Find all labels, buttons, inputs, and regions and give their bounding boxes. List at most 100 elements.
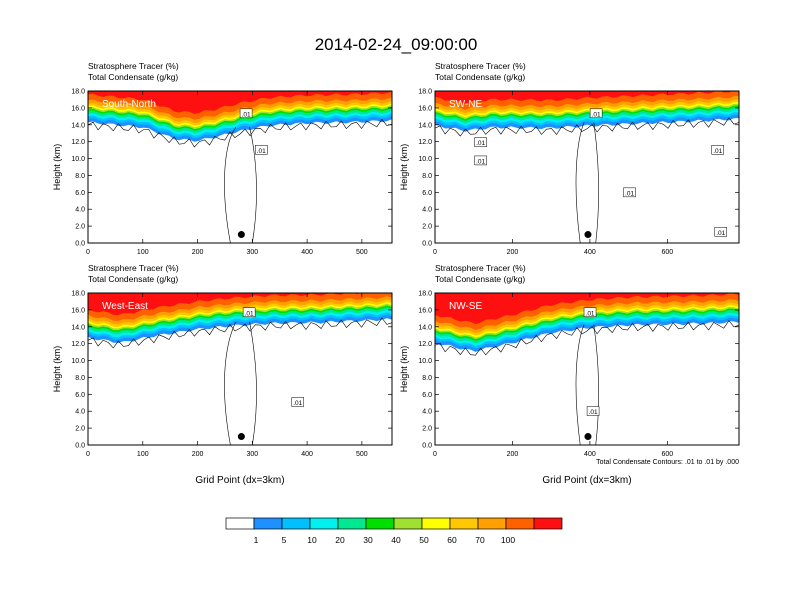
contour-label: .01 [245,310,254,317]
tracer-field [435,293,739,445]
contour-label-box [711,145,724,155]
colorbar-label: 10 [307,535,317,545]
y-tick-label: 16.0 [418,307,432,314]
condensate-contour [88,118,392,148]
x-axis-label: Grid Point (dx=3km) [542,475,631,486]
tracer-field [435,91,739,243]
plot-frame [434,292,740,446]
colorbar-swatch [449,517,479,530]
x-tick-label: 600 [662,249,674,256]
y-tick-label: 12.0 [418,139,432,146]
panel-title-line2: Total Condensate (g/kg) [88,274,178,284]
panel-west-east: .01 .01 West-East Stratosphere Tracer (%)To… [52,263,393,486]
y-tick-label: 4.0 [75,409,85,416]
colorbar-label: 50 [419,535,429,545]
y-tick-label: 10.0 [71,358,85,365]
y-tick-label: 18.0 [71,291,85,298]
contour-label: .01 [589,409,598,416]
y-tick-label: 12.0 [71,341,85,348]
location-marker [584,231,592,239]
y-tick-label: 2.0 [75,224,85,231]
contour-label: .01 [476,140,485,147]
condensate-contour [435,320,739,356]
footnote: Total Condensate Contours: .01 to .01 by… [596,459,739,466]
x-tick-label: 200 [192,451,204,458]
colorbar-swatch [365,517,395,530]
y-tick-label: 4.0 [422,409,432,416]
tracer-band [435,293,739,324]
panel-label: SW-NE [449,99,482,110]
panel-title-line2: Total Condensate (g/kg) [88,72,178,82]
plot-frame [87,292,393,446]
contour-label-box [291,397,305,407]
panel-title-line2: Total Condensate (g/kg) [435,274,525,284]
y-tick-label: 2.0 [75,426,85,433]
contour-label-box [589,108,603,119]
y-tick-label: 18.0 [418,89,432,96]
condensate-contour [575,122,599,243]
contour-label: .01 [293,400,302,407]
contour-label: .01 [592,111,601,118]
x-tick-label: 100 [137,249,149,256]
x-tick-label: 400 [584,451,596,458]
x-tick-label: 0 [433,451,437,458]
y-tick-label: 6.0 [422,190,432,197]
panel-label: West-East [102,301,148,312]
y-tick-label: 12.0 [418,341,432,348]
condensate-contour [88,317,392,349]
y-axis-label: Height (km) [399,144,409,191]
colorbar-label: 5 [282,535,287,545]
tracer-band [88,293,392,315]
contour-label-box [714,227,728,237]
colorbar-swatch [421,517,451,530]
x-tick-label: 0 [86,249,90,256]
location-marker [237,231,245,239]
y-tick-label: 16.0 [71,105,85,112]
y-tick-label: 10.0 [418,358,432,365]
panel-title-line1: Stratosphere Tracer (%) [435,263,526,273]
x-tick-label: 300 [246,451,258,458]
y-tick-label: 12.0 [71,139,85,146]
colorbar-swatch [533,517,563,530]
y-tick-label: 2.0 [422,426,432,433]
panel-title-line1: Stratosphere Tracer (%) [435,61,526,71]
colorbar-label: 30 [363,535,373,545]
y-tick-label: 6.0 [75,190,85,197]
y-tick-label: 14.0 [418,324,432,331]
y-tick-label: 6.0 [422,392,432,399]
contour-label: .01 [625,190,634,197]
contour-label-box [623,187,636,198]
y-tick-label: 8.0 [422,375,432,382]
condensate-contour [435,117,739,137]
x-tick-label: 200 [507,451,519,458]
y-tick-label: 0.0 [75,241,85,248]
contour-label-box [474,155,487,166]
y-tick-label: 14.0 [71,324,85,331]
condensate-contour [224,321,257,445]
y-tick-label: 8.0 [75,173,85,180]
condensate-contour [575,324,599,445]
contour-label: .01 [242,111,251,118]
contour-label-box [586,406,600,416]
x-tick-label: 200 [507,249,519,256]
contour-label: .01 [257,148,266,155]
y-tick-label: 0.0 [75,443,85,450]
panel-title-line1: Stratosphere Tracer (%) [88,61,179,71]
colorbar-label: 70 [475,535,485,545]
panels-group: .01 .01 South-North Stratosphere Tracer (%)… [52,61,740,486]
x-tick-label: 400 [301,451,313,458]
y-tick-label: 14.0 [418,122,432,129]
tracer-field [88,293,392,445]
colorbar-swatch [281,517,311,530]
colorbar-swatch [225,517,255,530]
x-tick-label: 500 [356,249,368,256]
y-tick-label: 4.0 [422,207,432,214]
y-tick-label: 16.0 [418,105,432,112]
colorbar-swatch [505,517,535,530]
x-tick-label: 300 [246,249,258,256]
contour-label: .01 [476,158,485,165]
panel-sw-ne: .01 .01 .01 .01 .01 .01 SW-NE Stratosphere Trac… [399,61,740,256]
panel-label: South-North [102,99,156,110]
